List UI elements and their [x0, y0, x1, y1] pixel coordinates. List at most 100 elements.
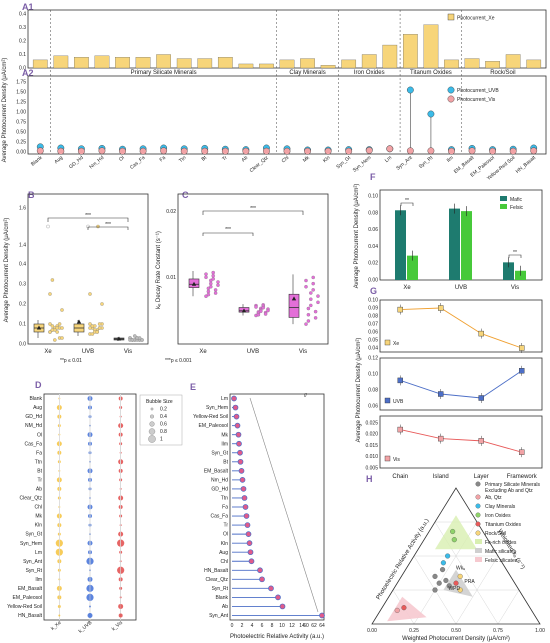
g-ytick: 0.015	[365, 443, 378, 449]
b-ylabel: Average Photocurrent Density (μA/cm²)	[4, 218, 10, 323]
a2-ytick: 0.00	[16, 150, 26, 156]
f-ytick: 0.04	[368, 244, 378, 250]
h-point	[443, 577, 449, 584]
e-point	[244, 522, 251, 528]
h-legend-label: Iron Oxides	[485, 513, 511, 519]
h-point	[457, 587, 463, 593]
h-zone-green	[435, 515, 477, 550]
a1-bar	[115, 57, 130, 69]
label-c: C	[182, 190, 189, 200]
f-bar	[449, 208, 460, 280]
b-note: **p ≤ 0.01	[60, 358, 82, 364]
c-point	[311, 288, 315, 292]
a1-bars	[32, 24, 542, 69]
f-ytick: 0.08	[368, 210, 378, 216]
d-row-label: Ol	[37, 432, 42, 438]
a2-point-vis	[119, 147, 126, 155]
d-legend-box	[139, 394, 183, 446]
h-point	[440, 560, 446, 566]
f-ylabel: Average Photocurrent Density (μA/cm²)	[354, 184, 360, 289]
h-legend-marker	[475, 521, 481, 527]
e-row-label: Bt	[223, 459, 228, 465]
b-point	[95, 330, 99, 334]
a-xtick: Syn_Ant	[395, 155, 414, 172]
c-point	[309, 297, 313, 301]
g-plot: Average Photocurrent Density (μA/cm²) 0.0…	[356, 298, 543, 480]
d-row-label: Syn_Rt	[26, 568, 43, 574]
e-xlabel: Photoelectric Relative Activity (a.u.)	[230, 634, 324, 640]
a-group-label: Titanum Oxides	[410, 70, 452, 76]
d-legend-bubble	[149, 421, 155, 427]
d-row-label: Clear_Qtz	[19, 496, 42, 502]
c-point	[254, 305, 258, 309]
e-row-label: Kln	[221, 541, 228, 547]
a2-point-vis	[221, 147, 229, 155]
legend-vis-swatch	[447, 95, 455, 103]
ytick: 0.3	[19, 282, 26, 288]
c-point	[263, 312, 268, 316]
ytick: 0.02	[166, 209, 176, 215]
label-b: B	[28, 190, 35, 200]
h-bottom-tick: 0.00	[367, 628, 377, 634]
a2-point-vis	[283, 147, 291, 155]
xtick: UVB	[247, 349, 259, 355]
e-point	[319, 612, 325, 619]
h-point	[453, 580, 459, 586]
h-point	[436, 580, 442, 586]
e-row-label: Blank	[215, 595, 228, 601]
h-zone-label: Wkₑ	[456, 566, 465, 572]
d-row-label: Yellow-Red Soil	[7, 604, 42, 610]
h-point	[445, 553, 451, 559]
a-xtick: Chl	[281, 155, 291, 164]
a-xtick: Tr	[221, 155, 229, 163]
d-row-label: Ttn	[35, 459, 42, 465]
b-point	[60, 326, 64, 330]
c-point	[206, 292, 211, 297]
d-row-label: Cas_Fa	[24, 441, 42, 447]
d-legend-value: 0.4	[160, 414, 167, 420]
b-point	[50, 328, 55, 332]
a-xtick: Syn_Rt	[418, 155, 435, 171]
b-sig: ***	[105, 222, 111, 228]
c-sig: ***	[225, 227, 231, 233]
panel-g: G Average Photocurrent Density (μA/cm²) 0…	[356, 286, 543, 480]
ytick: 1.4	[19, 242, 26, 248]
c-point	[204, 272, 208, 276]
h-bottom-tick: 0.25	[409, 628, 419, 634]
legend-uvb-swatch	[447, 86, 455, 94]
e-xtick: 12	[289, 623, 295, 629]
f-xtick: UVB	[455, 285, 467, 291]
a1-bar	[341, 59, 357, 69]
c-note: ***p ≤ 0.001	[165, 358, 192, 364]
a1-bar	[238, 63, 254, 69]
d-row-label: Syn_Hem	[20, 541, 42, 547]
h-legend-swatch	[475, 557, 482, 562]
a2-ytick: 0.25	[16, 140, 26, 146]
a2-point-vis	[180, 147, 188, 155]
label-a2: A2	[22, 68, 34, 78]
d-row-label: Fa	[36, 450, 42, 456]
a2-point-vis	[57, 147, 65, 155]
e-row-label: Fa	[222, 505, 228, 511]
c-point	[316, 294, 320, 298]
d-col-label: k_UVB	[78, 620, 94, 635]
a1-bar	[423, 24, 439, 69]
h-legend-marker	[475, 530, 481, 536]
d-legend-value: 1	[160, 437, 163, 443]
a1-bar	[382, 44, 398, 69]
d-bubble	[118, 613, 123, 618]
d-row-label: Mk	[35, 514, 42, 520]
d-bubble	[58, 614, 61, 617]
g-point	[519, 345, 525, 351]
g-line	[400, 370, 523, 399]
a2-point-vis	[530, 147, 538, 155]
e-break: //	[304, 393, 307, 399]
a2-point-vis	[468, 147, 476, 155]
ytick: 0.2	[19, 302, 26, 308]
h-legend-label: Fe-rich oxides	[485, 540, 517, 546]
d-row-label: Lm	[35, 550, 42, 556]
e-point	[279, 603, 286, 610]
a2-point-vis	[345, 147, 353, 155]
e-point	[275, 594, 281, 601]
